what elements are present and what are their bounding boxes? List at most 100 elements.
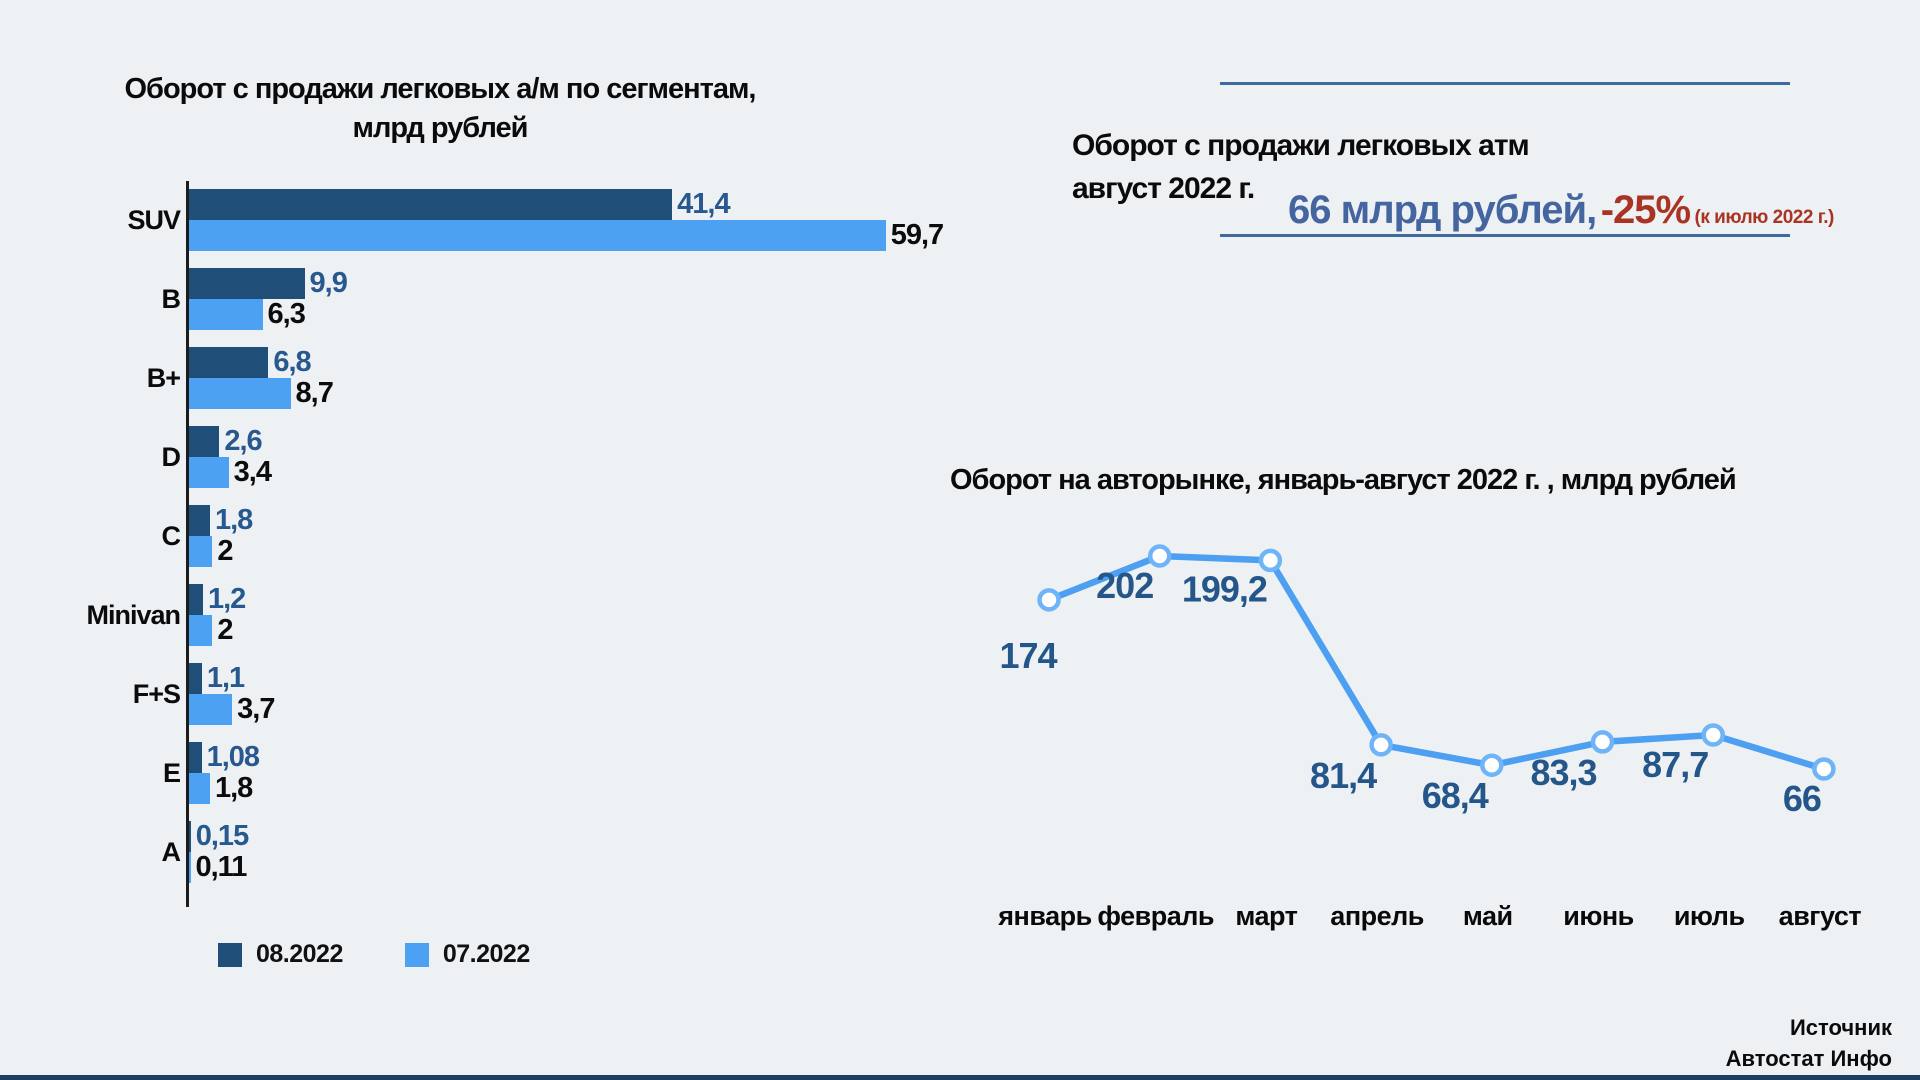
bar-row: B 9,9 6,3 xyxy=(62,267,943,330)
bar-line-07.2022: 59,7 xyxy=(189,219,944,251)
bar-value-label-08.2022: 6,8 xyxy=(273,346,311,378)
category-label: E xyxy=(162,757,181,788)
bar-row: F+S 1,1 3,7 xyxy=(62,662,943,725)
bar-value-label-08.2022: 1,08 xyxy=(206,741,260,773)
bar-value-label-07.2022: 3,7 xyxy=(237,693,275,725)
bar-row: E 1,08 1,8 xyxy=(62,741,943,804)
bar-group: 1,08 1,8 xyxy=(189,741,260,804)
legend-swatch-08-2022 xyxy=(218,942,242,967)
bar-line-07.2022: 8,7 xyxy=(189,377,334,409)
bar-group: 1,2 2 xyxy=(189,583,246,646)
x-axis-month-label: июнь xyxy=(1563,901,1634,931)
category-label: D xyxy=(161,441,182,472)
bar-value-label-07.2022: 8,7 xyxy=(295,377,334,409)
bar-08.2022 xyxy=(189,663,202,694)
x-axis-month-label: февраль xyxy=(1097,901,1214,931)
bar-line-08.2022: 1,2 xyxy=(189,583,246,615)
bar-line-07.2022: 1,8 xyxy=(189,772,259,804)
bar-08.2022 xyxy=(189,821,191,852)
category-label: C xyxy=(161,520,182,551)
bar-line-08.2022: 2,6 xyxy=(189,425,271,457)
bar-07.2022 xyxy=(189,457,229,488)
bar-line-08.2022: 1,8 xyxy=(189,504,253,536)
separator-rule-bottom xyxy=(1220,234,1790,237)
category-label: F+S xyxy=(132,678,181,709)
data-point-marker xyxy=(1701,723,1725,747)
bar-group: 41,4 59,7 xyxy=(189,188,944,251)
category-label: B xyxy=(161,283,182,314)
bar-chart-title: Оборот с продажи легковых а/м по сегмент… xyxy=(124,73,756,144)
bar-value-label-07.2022: 3,4 xyxy=(233,456,272,488)
footer-strip xyxy=(0,1075,1920,1080)
source-line2: Автостат Инфо xyxy=(1725,1046,1892,1071)
bar-value-label-07.2022: 2 xyxy=(217,535,233,567)
bar-value-label-08.2022: 9,9 xyxy=(309,267,348,299)
stat-heading: Оборот с продажи легковых атм август 202… xyxy=(1072,124,1542,210)
bar-08.2022 xyxy=(189,268,305,299)
data-point-marker xyxy=(1369,733,1393,757)
data-point-label: 81,4 xyxy=(1310,755,1377,796)
bar-row: Minivan 1,2 2 xyxy=(62,583,943,646)
x-axis-month-label: апрель xyxy=(1330,901,1424,931)
legend-item-07-2022: 07.2022 xyxy=(404,940,530,969)
bar-value-label-07.2022: 2 xyxy=(217,614,233,646)
bar-line-07.2022: 2 xyxy=(189,535,252,567)
data-point-marker xyxy=(1590,730,1615,754)
stat-value-amount: 66 млрд рублей, xyxy=(1288,188,1597,232)
source-note: Источник Автостат Инфо xyxy=(1726,1012,1892,1074)
bar-line-08.2022: 41,4 xyxy=(189,188,943,220)
bar-row: C 1,8 2 xyxy=(62,504,943,567)
bar-group: 2,6 3,4 xyxy=(189,425,272,488)
line-chart: 174 202 199,2 81,4 68,4 83,3 87,7 66 январь февра… xyxy=(997,544,1862,931)
bar-07.2022 xyxy=(189,773,210,804)
bar-07.2022 xyxy=(189,852,191,883)
bar-group: 1,1 3,7 xyxy=(189,662,276,725)
data-point-label: 83,3 xyxy=(1530,752,1596,793)
category-label: A xyxy=(161,836,182,867)
legend-item-08-2022: 08.2022 xyxy=(218,940,343,969)
x-axis-month-label: март xyxy=(1235,901,1297,931)
bar-value-label-07.2022: 1,8 xyxy=(215,772,253,804)
bar-value-label-08.2022: 0,15 xyxy=(195,820,249,852)
bar-line-07.2022: 2 xyxy=(189,614,245,646)
bar-08.2022 xyxy=(189,189,673,220)
stat-value: 66 млрд рублей, -25% (к июлю 2022 г.) xyxy=(1288,188,1834,233)
legend-swatch-07-2022 xyxy=(404,942,429,967)
bar-line-07.2022: 3,7 xyxy=(189,693,276,725)
legend-label-08-2022: 08.2022 xyxy=(256,940,343,968)
data-point-label: 174 xyxy=(999,635,1057,676)
x-axis-month-label: июль xyxy=(1674,901,1745,931)
bar-value-label-07.2022: 0,11 xyxy=(195,851,248,883)
bar-line-08.2022: 1,1 xyxy=(189,662,275,694)
bar-line-07.2022: 6,3 xyxy=(189,298,347,330)
data-point-label: 199,2 xyxy=(1182,568,1267,609)
bar-row: B+ 6,8 8,7 xyxy=(62,346,943,409)
bar-line-08.2022: 9,9 xyxy=(189,267,348,299)
data-point-label: 202 xyxy=(1096,565,1153,606)
bar-value-label-08.2022: 1,2 xyxy=(208,583,246,615)
bar-group: 1,8 2 xyxy=(189,504,253,567)
bar-row: A 0,15 0,11 xyxy=(62,820,943,883)
stat-heading-line2: август 2022 г. xyxy=(1072,172,1255,205)
x-axis-month-label: май xyxy=(1463,901,1513,931)
stat-value-change: -25% xyxy=(1600,188,1691,232)
stat-value-change-note: (к июлю 2022 г.) xyxy=(1694,207,1835,228)
bar-line-08.2022: 1,08 xyxy=(189,741,260,773)
bar-07.2022 xyxy=(189,536,213,567)
bar-07.2022 xyxy=(189,694,233,725)
bar-group: 9,9 6,3 xyxy=(189,267,348,330)
bar-line-07.2022: 3,4 xyxy=(189,456,272,488)
stat-heading-line1: Оборот с продажи легковых атм xyxy=(1072,129,1530,162)
bar-row: D 2,6 3,4 xyxy=(62,425,943,488)
data-point-marker xyxy=(1812,757,1836,781)
bar-07.2022 xyxy=(189,378,291,409)
bar-value-label-08.2022: 1,1 xyxy=(206,662,245,694)
bar-line-08.2022: 6,8 xyxy=(189,346,333,378)
bar-08.2022 xyxy=(189,742,202,773)
data-point-marker xyxy=(1258,548,1283,573)
data-point-label: 87,7 xyxy=(1642,744,1708,785)
bar-value-label-08.2022: 2,6 xyxy=(224,425,262,457)
bar-08.2022 xyxy=(189,584,203,615)
bar-group: 6,8 8,7 xyxy=(189,346,334,409)
category-label: SUV xyxy=(127,204,181,235)
